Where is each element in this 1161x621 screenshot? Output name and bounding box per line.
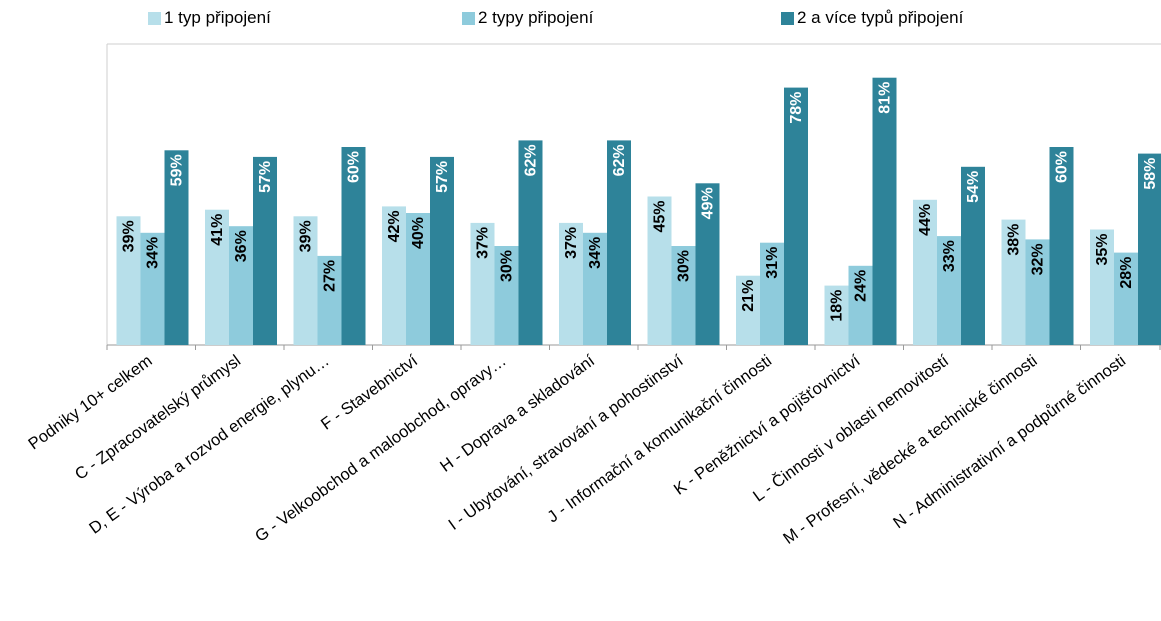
bar (116, 216, 141, 345)
bar (382, 206, 406, 345)
legend-label-series-3: 2 a více typů připojení (797, 8, 964, 27)
bar-value-label: 34% (145, 237, 162, 269)
bar (736, 275, 760, 345)
bar-value-label: 57% (434, 161, 451, 193)
bar-value-label: 32% (1030, 243, 1047, 275)
category-label: C - Zpracovatelský průmysl (72, 352, 244, 484)
bar-value-label: 59% (169, 154, 186, 186)
bar (583, 232, 607, 345)
bar-value-label: 36% (233, 230, 250, 262)
legend-swatch-series-1 (148, 11, 161, 25)
bar (293, 216, 318, 345)
plot-frame (106, 43, 1161, 346)
bar (430, 156, 454, 345)
bar-value-label: 18% (829, 290, 846, 322)
bar (341, 147, 366, 345)
bar (607, 140, 631, 345)
bar-value-label: 27% (322, 260, 339, 292)
bar (1025, 239, 1050, 345)
bar (494, 246, 519, 345)
category-label: K - Peněžnictví a pojišťovnictví (671, 351, 864, 498)
legend-swatch-series-3 (781, 11, 794, 25)
bar-value-label: 31% (764, 247, 781, 279)
legend-swatch-series-2 (462, 11, 475, 25)
bar (1114, 252, 1138, 345)
bar-value-label: 40% (410, 217, 427, 249)
value-labels-group: 39% 34% 59% 41% 36% 57% 39% 27% 60% 42% 40% 57% 37% 3… (121, 82, 1160, 322)
bar-value-label: 30% (499, 250, 516, 282)
bar-value-label: 49% (700, 187, 717, 219)
bar-value-label: 35% (1094, 234, 1111, 266)
bar-value-label: 38% (1006, 224, 1023, 256)
bar (1001, 219, 1026, 345)
bar (470, 222, 495, 345)
bar-value-label: 41% (209, 214, 226, 246)
bar-value-label: 28% (1118, 257, 1135, 289)
bar-value-label: 60% (346, 151, 363, 183)
bar (937, 236, 961, 345)
bar-value-label: 39% (298, 220, 315, 252)
bar (671, 246, 696, 345)
bar-value-label: 33% (941, 240, 958, 272)
legend-item-series-2: 2 typy připojení (462, 8, 593, 28)
bar-value-label: 24% (853, 270, 870, 302)
bar (229, 226, 253, 345)
bar (647, 196, 672, 345)
bar-value-label: 44% (917, 204, 934, 236)
bar-value-label: 62% (611, 144, 628, 176)
bars-group (116, 77, 1161, 345)
legend-label-series-1: 1 typ připojení (164, 8, 271, 27)
bar-value-label: 58% (1142, 158, 1159, 190)
bar-value-label: 37% (475, 227, 492, 259)
bar (824, 285, 849, 345)
legend-item-series-1: 1 typ připojení (148, 8, 271, 28)
bar (164, 150, 189, 345)
bar (205, 209, 229, 345)
bar-value-label: 39% (121, 220, 138, 252)
bar (140, 232, 165, 345)
bar (872, 77, 897, 345)
legend-label-series-2: 2 typy připojení (478, 8, 594, 27)
legend-item-series-3: 2 a více typů připojení (781, 8, 963, 28)
bar (1090, 229, 1114, 345)
bar-value-label: 60% (1054, 151, 1071, 183)
category-ticks-group (106, 345, 1161, 350)
bar (1049, 147, 1074, 345)
bar-value-label: 54% (965, 171, 982, 203)
bar (406, 213, 430, 345)
category-label: H - Doprava a skladování (437, 351, 599, 475)
bar (913, 199, 937, 345)
bar-value-label: 62% (523, 144, 540, 176)
bar-value-label: 21% (740, 280, 757, 312)
bar (518, 140, 543, 345)
bar (1138, 153, 1161, 345)
bar-value-label: 37% (563, 227, 580, 259)
bar-value-label: 42% (386, 210, 403, 242)
bar-value-label: 34% (587, 237, 604, 269)
bar-value-label: 30% (676, 250, 693, 282)
bar (760, 242, 784, 345)
bar (961, 166, 985, 345)
bar-value-label: 78% (788, 92, 805, 124)
bar-value-label: 45% (652, 201, 669, 233)
legend: 1 typ připojení 2 typy připojení 2 a víc… (0, 8, 1161, 34)
bar-value-label: 57% (257, 161, 274, 193)
bar (848, 265, 873, 345)
bar (317, 255, 342, 345)
bar (784, 87, 808, 345)
bar-value-label: 81% (877, 82, 894, 114)
bar (559, 222, 583, 345)
bar (695, 183, 720, 345)
bar (253, 156, 277, 345)
